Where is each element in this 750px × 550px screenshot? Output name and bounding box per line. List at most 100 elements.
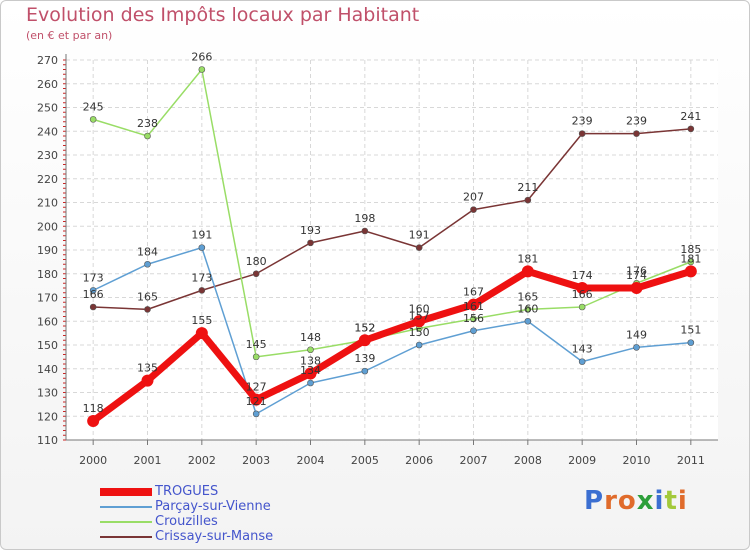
y-tick-label: 180 [37,268,58,281]
data-point [467,298,480,311]
x-tick-label: 2001 [134,454,162,467]
data-label: 166 [83,288,104,301]
series-line [92,246,691,415]
data-label: 181 [680,252,701,265]
data-point [413,315,426,328]
x-tick-label: 2009 [568,454,596,467]
data-label: 139 [354,352,375,365]
data-label: 174 [572,269,593,282]
data-point [687,258,695,266]
x-tick-label: 2003 [242,454,270,467]
x-tick-label: 2010 [623,454,651,467]
legend-swatch [100,536,152,538]
data-point [141,374,154,387]
data-label: 152 [354,321,375,334]
data-point [195,327,208,340]
data-label: 207 [463,191,484,204]
legend-swatch [100,521,152,523]
y-tick-label: 170 [37,292,58,305]
data-point [358,334,371,347]
data-label: 176 [626,264,647,277]
data-point [576,282,589,294]
data-point [252,353,260,361]
data-point [307,239,314,247]
y-tick-label: 260 [37,78,58,91]
data-point [687,125,695,133]
data-label: 157 [409,309,430,322]
data-point [361,227,369,235]
data-label: 118 [83,402,104,415]
y-tick-label: 250 [37,102,58,115]
data-label: 155 [191,314,212,327]
data-point [578,303,586,311]
data-label: 149 [626,328,647,341]
data-point [633,130,640,137]
data-point [250,393,263,406]
data-label: 198 [354,212,375,225]
logo-letter: P [584,486,605,516]
data-point [578,358,586,365]
data-label: 127 [246,381,267,394]
y-tick-label: 110 [37,434,58,447]
y-tick-label: 190 [37,244,58,257]
legend-label: Crissay-sur-Manse [155,529,274,544]
data-label: 161 [463,300,484,313]
data-point [633,344,640,351]
data-point [521,265,534,278]
data-point [198,66,206,73]
data-label: 180 [246,255,267,268]
data-point [144,132,151,140]
data-point [144,306,151,313]
data-label: 165 [517,290,538,303]
x-tick-label: 2000 [79,454,107,467]
logo-letter: i [677,486,688,516]
data-label: 173 [83,271,104,284]
y-tick-label: 120 [37,410,58,423]
y-tick-label: 230 [37,149,58,162]
data-point [89,287,97,294]
data-label: 184 [137,245,158,258]
legend-label: Parçay-sur-Vienne [155,499,271,514]
y-tick-label: 160 [37,315,58,328]
data-label: 150 [409,326,430,339]
data-point [361,367,369,375]
data-label: 152 [354,321,375,334]
chart-title: Evolution des Impôts locaux par Habitant [26,4,420,26]
y-tick-label: 200 [37,220,58,233]
chart-subtitle: (en € et par an) [26,29,113,42]
data-label: 241 [680,110,701,123]
data-point [89,303,97,311]
y-tick-label: 270 [37,54,58,67]
x-tick-label: 2006 [405,454,433,467]
data-label: 181 [517,252,538,265]
data-point [578,130,586,137]
data-label: 138 [300,355,321,368]
data-label: 134 [300,364,321,377]
data-point [524,306,532,313]
data-label: 185 [680,243,701,256]
data-point [307,346,314,354]
data-point [89,116,97,123]
proxiti-logo: Proxiti [584,486,688,516]
x-tick-label: 2011 [677,454,705,467]
data-label: 173 [191,271,212,284]
y-tick-label: 240 [37,125,58,138]
logo-letter: x [636,486,655,516]
logo-letter: i [654,486,665,516]
data-label: 239 [572,115,593,128]
data-label: 165 [137,290,158,303]
data-point [687,339,695,346]
data-label: 156 [463,312,484,325]
data-point [198,287,206,294]
x-tick-label: 2005 [351,454,379,467]
data-point [524,196,532,204]
logo-letter: r [604,486,618,516]
data-point [252,270,260,278]
data-label: 166 [572,288,593,301]
data-point [470,327,477,335]
data-point [470,206,477,213]
data-label: 191 [409,229,430,242]
data-label: 266 [191,51,212,64]
data-point [630,282,643,294]
